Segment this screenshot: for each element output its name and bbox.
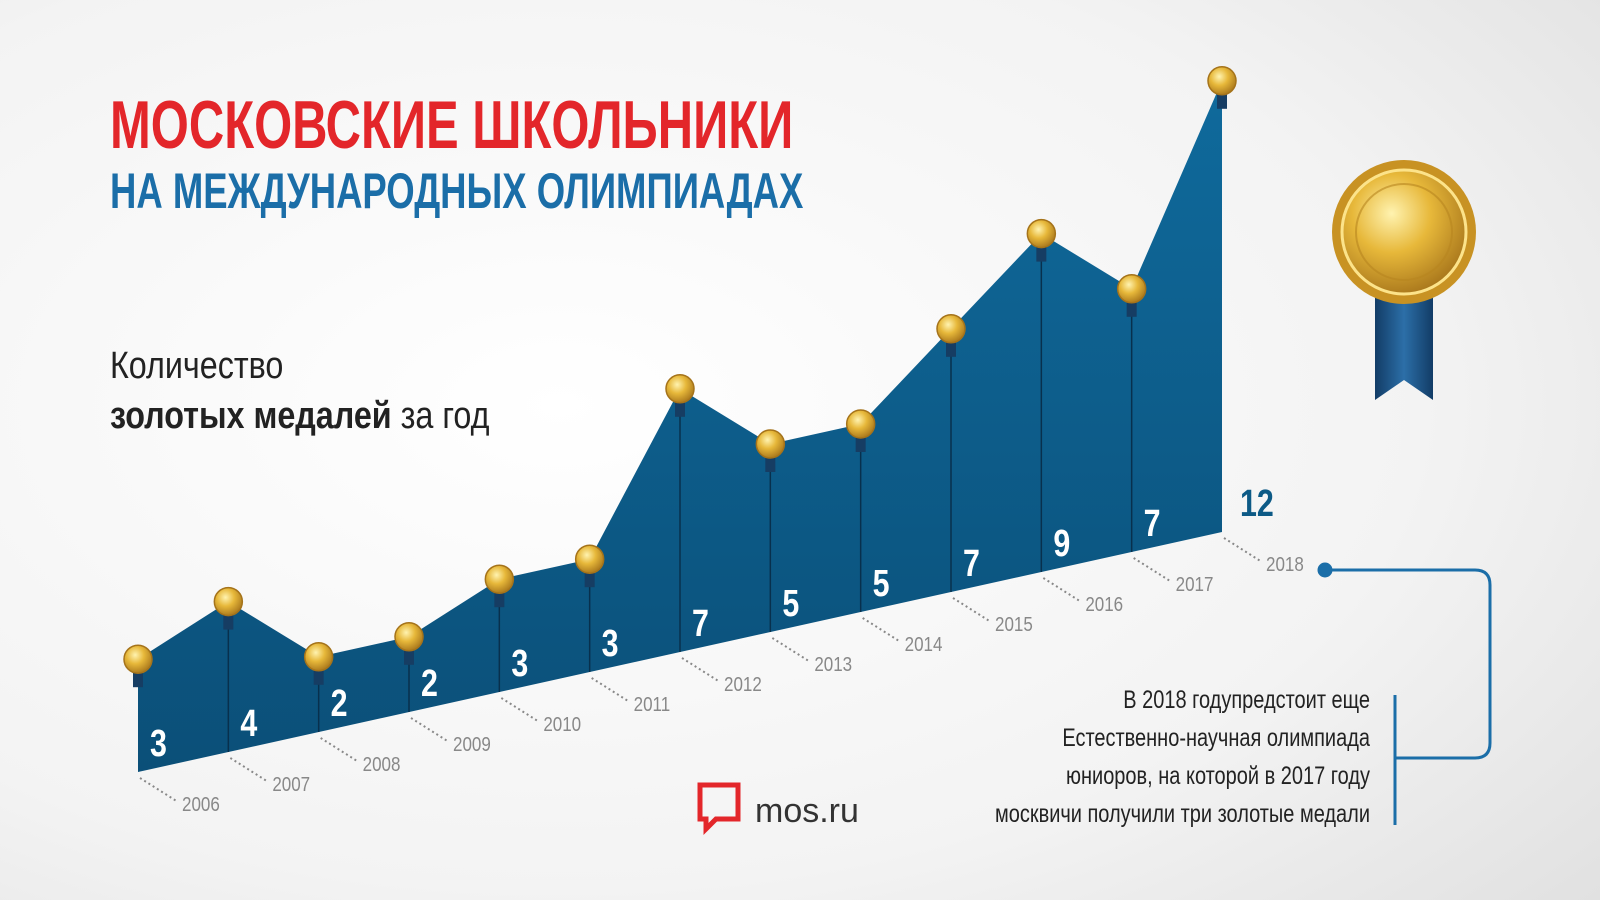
x-tick-label: 2012 (724, 673, 762, 696)
medal-ribbon (404, 646, 414, 665)
medal-ribbon (765, 454, 776, 472)
chart-title: МОСКОВСКИЕ ШКОЛЬНИКИ (110, 86, 793, 163)
value-label: 2 (421, 663, 438, 705)
x-tick-label: 2015 (995, 613, 1033, 636)
value-label: 5 (782, 583, 799, 625)
medal (574, 544, 605, 574)
x-tick-label: 2011 (634, 693, 671, 716)
medal-ribbon (313, 666, 324, 685)
medal (665, 374, 695, 404)
chart-subtitle: НА МЕЖДУНАРОДНЫХ ОЛИМПИАДАХ (110, 163, 803, 219)
medal-ribbon (584, 569, 595, 588)
y-label: золотых медалей за год (110, 395, 490, 437)
value-label: 3 (511, 643, 528, 685)
x-tick-label: 2018 (1266, 553, 1304, 576)
annotation-line: москвичи получили три золотые медали (995, 800, 1370, 828)
logo-text: mos.ru (755, 792, 859, 830)
value-label: 4 (240, 703, 257, 745)
medal-ribbon (946, 338, 956, 357)
value-label: 3 (602, 623, 619, 665)
medal (123, 644, 153, 674)
y-label-bold: золотых медалей (110, 395, 392, 437)
chart: 2006 3 2007 4 2008 2 2009 2 2010 3 2011 3 2012 7 2013 5… (123, 66, 1304, 816)
y-label-rest: за год (401, 395, 490, 437)
x-tick-label: 2009 (453, 733, 491, 756)
x-tick-label: 2010 (543, 713, 581, 736)
annotation-bracket (1317, 562, 1492, 825)
medal (303, 642, 334, 672)
x-tick-label: 2008 (363, 753, 401, 776)
medal-ribbon (1126, 298, 1137, 317)
value-label: 2 (331, 683, 348, 725)
medal (1026, 218, 1057, 249)
medal (484, 564, 515, 594)
x-tick-label: 2014 (905, 633, 943, 656)
medal (936, 314, 966, 344)
annotation-line: юниоров, на которой в 2017 году (1066, 762, 1371, 790)
medal-ribbon (675, 398, 685, 417)
medal (213, 586, 244, 617)
value-label: 9 (1053, 523, 1070, 565)
medal-ribbon (494, 589, 505, 608)
medal (845, 409, 876, 439)
logo: mos.ru (697, 782, 859, 836)
value-label: 12 (1240, 483, 1274, 525)
medal-decoration (1332, 160, 1476, 400)
value-label: 7 (963, 543, 980, 585)
x-tick-label: 2007 (272, 773, 310, 796)
x-tick-label: 2013 (814, 653, 852, 676)
annotation-line: В 2018 годупредстоит еще (1123, 686, 1370, 714)
medal (1116, 274, 1147, 304)
value-label: 3 (150, 723, 167, 765)
medal-ribbon (133, 669, 143, 688)
value-label: 7 (1144, 503, 1161, 545)
medal-ribbon (223, 611, 234, 630)
x-tick-label: 2017 (1176, 573, 1214, 596)
x-tick-label: 2006 (182, 793, 220, 816)
medal (1207, 66, 1237, 96)
medal (755, 429, 786, 459)
medal-ribbon (855, 434, 866, 452)
y-label: Количество (110, 345, 283, 387)
x-tick-label: 2016 (1085, 593, 1123, 616)
medal (394, 622, 424, 652)
value-label: 5 (873, 563, 890, 605)
annotation-line: Естественно-научная олимпиада (1062, 724, 1370, 752)
annotation: В 2018 годупредстоит еще Естественно-науч… (995, 686, 1371, 828)
value-label: 7 (692, 603, 709, 645)
medal-ribbon (1036, 243, 1047, 262)
medal-ribbon (1217, 90, 1227, 109)
